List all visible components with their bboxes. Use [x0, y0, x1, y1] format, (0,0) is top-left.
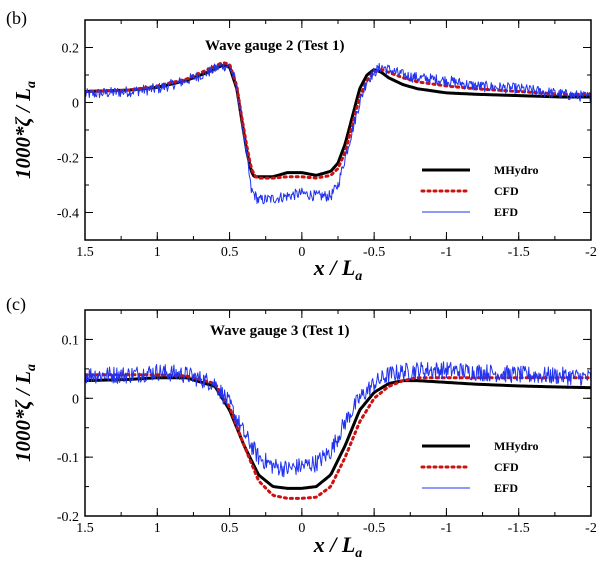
series-group [85, 361, 591, 500]
legend-label-cfd: CFD [494, 460, 519, 474]
panel-label: (c) [6, 294, 26, 315]
x-tick-label: -2 [585, 521, 597, 536]
x-axis-label: x / La [313, 255, 363, 284]
x-tick-label: 1.5 [76, 245, 94, 260]
x-tick-label: 0 [298, 245, 305, 260]
legend: MHydro CFD EFD [420, 439, 538, 495]
x-tick-label: 1 [154, 521, 161, 536]
y-axis-label: 1000*ζ / La [11, 81, 39, 179]
x-tick-label: -0.5 [363, 245, 385, 260]
chart-panel-b: (b) 1.5 1 0.5 0 -0.5 -1 -1.5 -2 -0.4 -0.2 0 0.2 Wave … [6, 8, 597, 284]
x-tick-label: 0.5 [221, 521, 239, 536]
x-tick-label: -0.5 [363, 521, 385, 536]
series-line-mhydro [85, 64, 591, 179]
y-tick-label: 0.2 [62, 42, 80, 57]
chart-title: Wave gauge 2 (Test 1) [205, 38, 344, 54]
legend-label-efd: EFD [494, 481, 518, 495]
y-tick-label: 0 [72, 392, 79, 407]
chart-title: Wave gauge 3 (Test 1) [210, 323, 349, 339]
y-tick-label: -0.2 [57, 510, 79, 525]
y-tick-label: -0.1 [57, 451, 79, 466]
series-line-efd [85, 361, 591, 478]
y-axis-label-main: 1000*ζ / L [11, 371, 35, 462]
chart-panel-c: (c) 1.5 1 0.5 0 -0.5 -1 -1.5 -2 -0.2 -0.1 0 0.1 Wave … [6, 294, 597, 561]
panel-label: (b) [6, 8, 27, 29]
series-group [85, 61, 591, 205]
x-axis-label-main: x / L [313, 255, 356, 280]
y-axis-label-sub: a [24, 364, 39, 371]
x-axis-label-sub: a [355, 269, 362, 284]
y-tick-label: 0 [72, 97, 79, 112]
legend-label-mhydro: MHydro [494, 163, 538, 177]
y-tick-label: 0.1 [62, 333, 80, 348]
legend-label-mhydro: MHydro [494, 439, 538, 453]
x-tick-label: -1.5 [508, 245, 530, 260]
x-tick-label: -1 [441, 245, 453, 260]
x-tick-label: 0.5 [221, 245, 239, 260]
legend-label-cfd: CFD [494, 184, 519, 198]
x-axis-label-sub: a [355, 546, 362, 561]
x-tick-label: 0 [298, 521, 305, 536]
x-tick-label: 1.5 [76, 521, 94, 536]
x-axis-label: x / La [313, 532, 363, 561]
x-tick-label: -1 [441, 521, 453, 536]
series-line-mhydro [85, 376, 591, 490]
y-axis-label-main: 1000*ζ / L [11, 88, 35, 179]
x-tick-label: -2 [585, 245, 597, 260]
y-tick-label: -0.2 [57, 152, 79, 167]
y-axis-label-sub: a [24, 81, 39, 88]
y-axis-label: 1000*ζ / La [11, 364, 39, 462]
y-tick-label: -0.4 [57, 207, 79, 222]
legend: MHydro CFD EFD [420, 163, 538, 219]
legend-label-efd: EFD [494, 205, 518, 219]
series-line-efd [85, 62, 591, 205]
x-axis-label-main: x / L [313, 532, 356, 557]
x-tick-label: -1.5 [508, 521, 530, 536]
x-tick-label: 1 [154, 245, 161, 260]
